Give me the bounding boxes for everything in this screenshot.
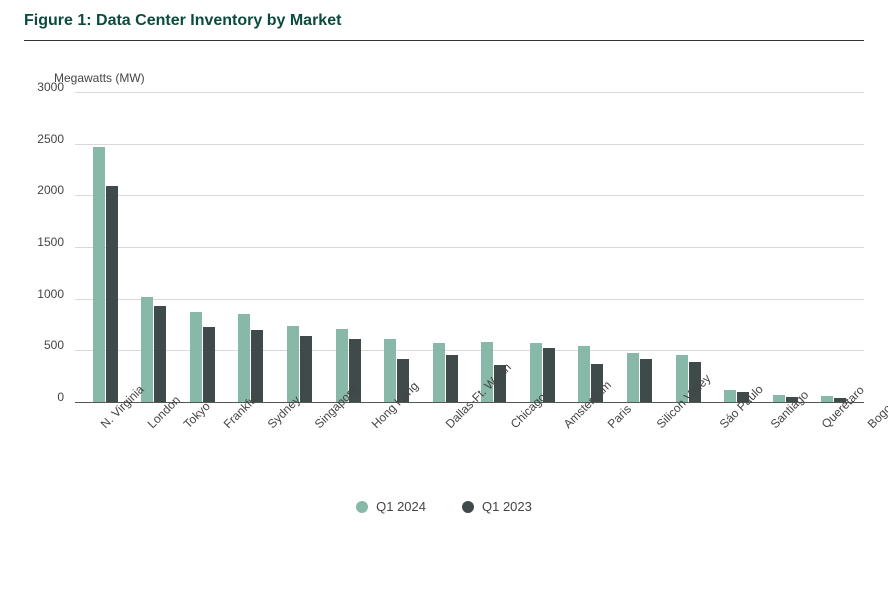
x-tick-label: Bogotá [865,394,888,431]
bar-group [664,93,713,403]
x-labels: N. VirginiaLondonTokyoFrankfurtSydneySin… [74,403,864,493]
legend: Q1 2024 Q1 2023 [24,499,864,514]
bar-group [809,93,858,403]
bar-group [615,93,664,403]
bar [433,343,445,403]
legend-label: Q1 2023 [482,499,532,514]
y-axis-label: Megawatts (MW) [54,71,864,85]
bars-container [75,93,864,403]
bar-group [130,93,179,403]
bar [93,147,105,403]
legend-swatch-icon [356,501,368,513]
legend-item-q1-2024: Q1 2024 [356,499,426,514]
bar-group [275,93,324,403]
y-ticks: 300025002000150010005000 [24,93,74,403]
chart-area: 300025002000150010005000 [24,93,864,403]
bar-group [421,93,470,403]
bar [627,353,639,403]
bar-group [470,93,519,403]
bar-group [178,93,227,403]
bar-group [81,93,130,403]
bar [141,297,153,403]
legend-swatch-icon [462,501,474,513]
bar [300,336,312,403]
legend-item-q1-2023: Q1 2023 [462,499,532,514]
bar-group [227,93,276,403]
legend-label: Q1 2024 [376,499,426,514]
plot-area [74,93,864,403]
bar [190,312,202,403]
bar-group [567,93,616,403]
chart-title: Figure 1: Data Center Inventory by Marke… [24,12,864,41]
bar [640,359,652,403]
bar-group [518,93,567,403]
bar [203,327,215,403]
bar [384,339,396,403]
bar [106,186,118,403]
bar [724,390,736,403]
bar-group [372,93,421,403]
bar-group [712,93,761,403]
bar [543,348,555,403]
bar-group [324,93,373,403]
bar [238,314,250,403]
bar [154,306,166,403]
bar-group [761,93,810,403]
bar [287,326,299,404]
bar [446,355,458,403]
